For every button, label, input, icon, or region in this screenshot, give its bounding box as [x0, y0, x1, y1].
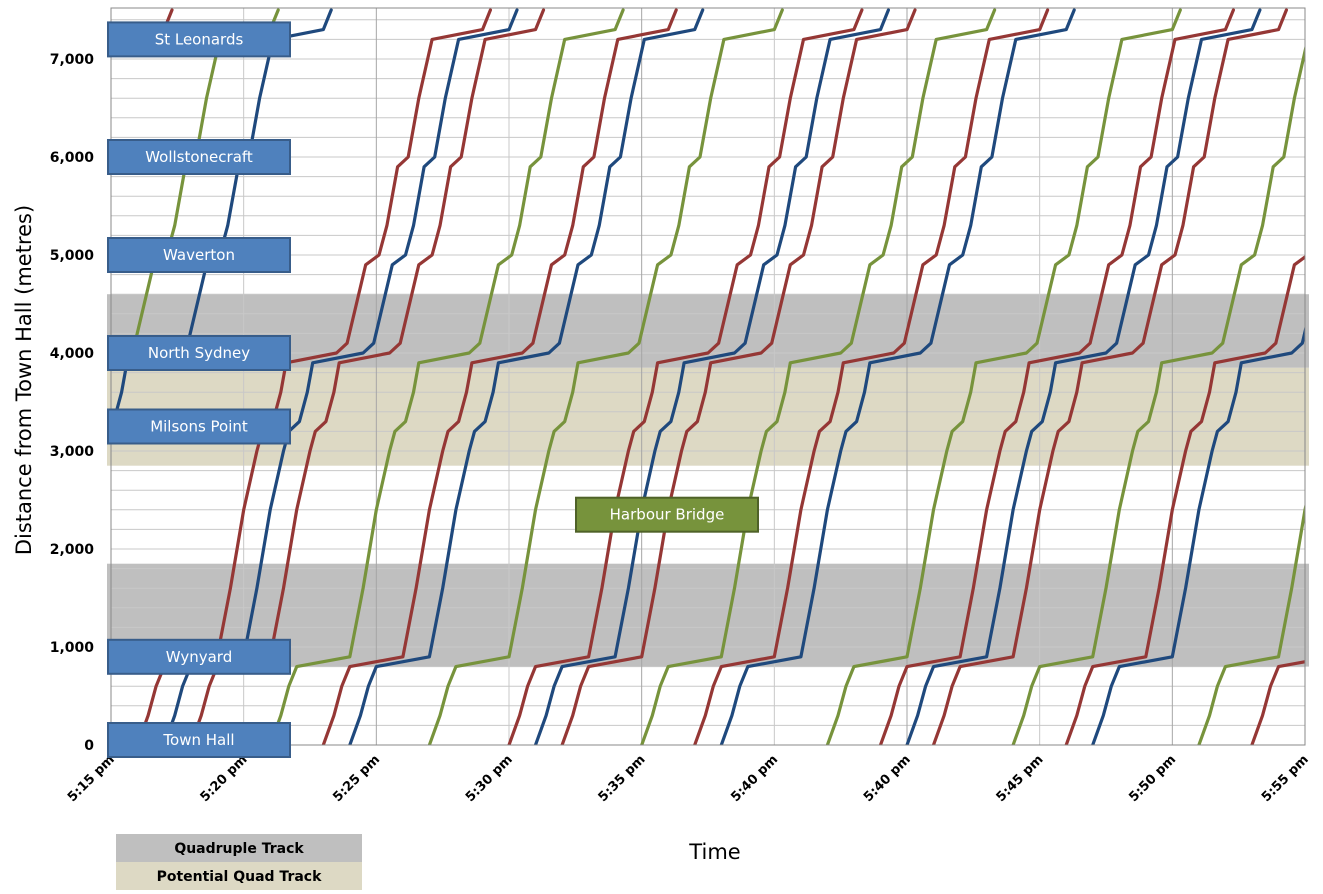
train-path-3-4 [878, 8, 1236, 745]
y-tick-label: 1,000 [50, 640, 95, 656]
x-tick-label: 5:40 pm [728, 752, 781, 805]
train-path-2-5 [905, 8, 1262, 745]
y-tick-label: 3,000 [50, 444, 95, 460]
train-path-1-2 [427, 8, 784, 745]
station-label-1: Wynyard [107, 638, 291, 675]
y-axis-title: Distance from Town Hall (metres) [12, 205, 36, 555]
station-name: Wynyard [166, 648, 232, 666]
train-path-2-6 [1091, 324, 1305, 745]
station-box [107, 21, 291, 58]
harbour-bridge-box [575, 496, 759, 533]
y-tick-labels: 0 1,000 2,000 3,000 4,000 5,000 6,000 7,000 [50, 52, 95, 754]
train-path-0-2 [560, 8, 917, 745]
train-path-1-6 [1197, 502, 1305, 745]
station-name: Town Hall [162, 731, 234, 749]
x-tick-label: 5:35 pm [596, 752, 649, 805]
station-label-2: Milsons Point [107, 408, 291, 445]
station-name: Waverton [163, 246, 235, 264]
station-box [107, 335, 291, 371]
station-box [107, 237, 291, 273]
y-tick-label: 5,000 [50, 248, 95, 264]
station-name: Milsons Point [150, 418, 248, 436]
x-tick-label: 5:50 pm [1126, 752, 1179, 805]
station-label-4: Waverton [107, 237, 291, 273]
legend-swatch [116, 834, 362, 862]
x-tick-label: 5:15 pm [65, 752, 118, 805]
x-tick-label: 5:55 pm [1259, 752, 1312, 805]
harbour-bridge-annotation: Harbour Bridge [575, 496, 759, 533]
train-path-1-1 [268, 8, 625, 745]
train-path-1-3 [640, 8, 997, 745]
x-tick-label: 5:25 pm [330, 752, 383, 805]
station-name: Wollstonecraft [145, 148, 253, 166]
train-path-3-1 [321, 8, 678, 745]
train-path-1-4 [825, 8, 1182, 745]
legend: Quadruple Track Potential Quad Track [116, 834, 362, 890]
x-tick-label: 5:20 pm [198, 752, 251, 805]
train-path-0-3 [931, 8, 1289, 745]
station-labels: Town Hall Wynyard Milsons Point North Sydne… [107, 21, 291, 758]
train-path-3-3 [693, 8, 1050, 745]
train-path-3-5 [1064, 255, 1305, 745]
y-tick-label: 2,000 [50, 542, 95, 558]
plot-border [110, 7, 1306, 746]
station-box [107, 139, 291, 175]
y-tick-label: 0 [84, 738, 94, 754]
x-axis-title: Time [688, 840, 740, 864]
y-tick-label: 4,000 [50, 346, 95, 362]
station-label-5: Wollstonecraft [107, 139, 291, 175]
legend-label: Potential Quad Track [157, 869, 323, 885]
station-label-0: Town Hall [107, 722, 291, 758]
train-path-2-3 [533, 8, 891, 745]
y-tick-label: 7,000 [50, 52, 95, 68]
train-path-2-4 [719, 8, 1076, 745]
station-name: North Sydney [148, 344, 250, 362]
x-tick-label: 5:30 pm [463, 752, 516, 805]
station-box [107, 638, 291, 675]
legend-label: Quadruple Track [174, 841, 304, 857]
y-tick-label: 6,000 [50, 150, 95, 166]
track-band-2 [107, 294, 1309, 368]
x-tick-label: 5:45 pm [994, 752, 1047, 805]
x-tick-labels: 5:15 pm 5:20 pm 5:25 pm 5:30 pm 5:35 pm 5:40 … [65, 752, 1312, 805]
x-tick-label: 5:40 pm [861, 752, 914, 805]
legend-swatch [116, 862, 362, 890]
station-name: St Leonards [155, 30, 244, 48]
train-path-1-0 [111, 8, 280, 358]
station-label-3: North Sydney [107, 335, 291, 371]
station-box [107, 408, 291, 445]
station-label-6: St Leonards [107, 21, 291, 58]
harbour-bridge-label: Harbour Bridge [610, 506, 725, 524]
train-path-3-2 [507, 8, 864, 745]
train-path-1-5 [1011, 44, 1305, 745]
station-box [107, 722, 291, 758]
grid-lines [110, 8, 1306, 746]
train-path-2-2 [348, 8, 705, 745]
